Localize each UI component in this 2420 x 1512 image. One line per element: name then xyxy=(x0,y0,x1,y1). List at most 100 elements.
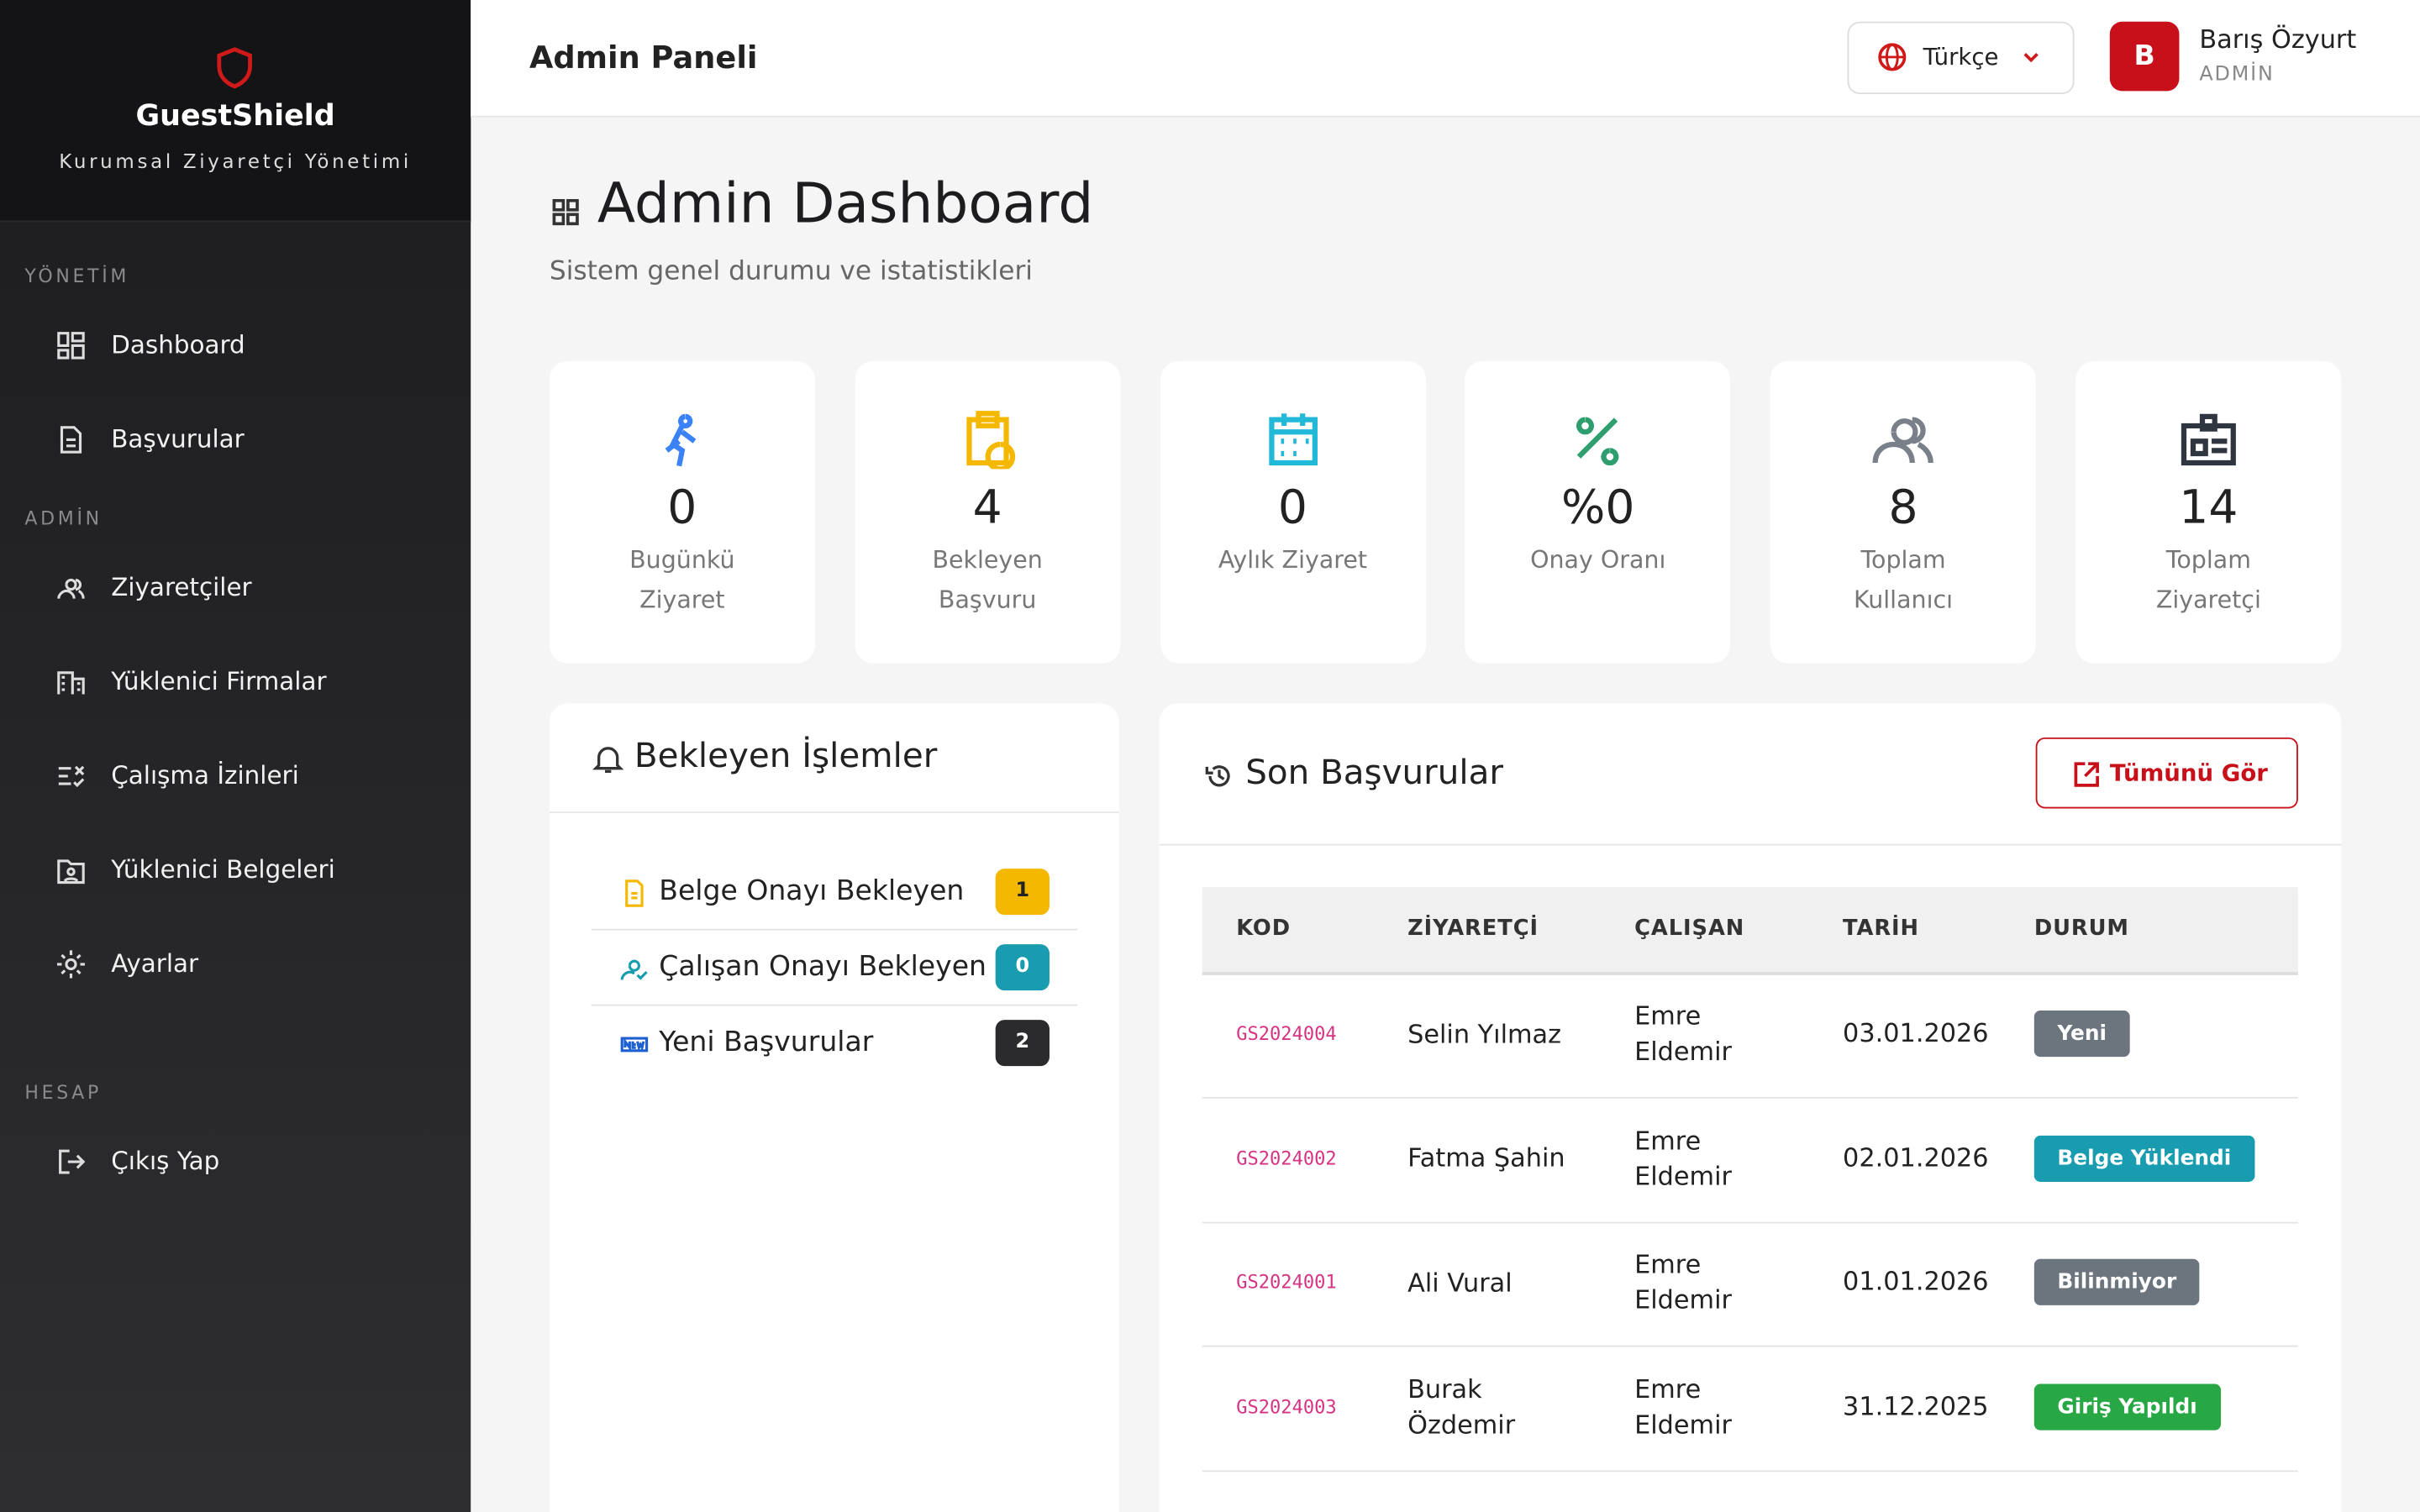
row-divider xyxy=(1202,1096,2298,1099)
nav-section: ADMİN xyxy=(24,507,103,530)
icon xyxy=(58,765,85,788)
code: GS2024001 xyxy=(1236,1272,1337,1294)
employee: Emre Eldemir xyxy=(1634,1250,1732,1315)
icon xyxy=(56,950,86,979)
icon xyxy=(620,959,648,980)
icon xyxy=(57,671,85,695)
pending-card: Bekleyen İşlemler Belge Onayı Bekleyen 1 Ç… xyxy=(549,703,1119,1512)
stat-card: %0 Onay Oranı xyxy=(1465,360,1731,664)
icon xyxy=(2181,413,2236,466)
pending-label: Yeni Başvurular xyxy=(659,1026,874,1059)
stat-label-text: Toplam Ziyaretçi xyxy=(2155,546,2261,615)
employee: Emre Eldemir xyxy=(1634,1374,1732,1440)
date: 31.12.2025 xyxy=(1843,1391,1989,1421)
history-icon xyxy=(1205,765,1230,787)
row-divider xyxy=(1202,1221,2298,1223)
icon xyxy=(620,1037,649,1053)
stat-label: Toplam Kullanıcı xyxy=(1770,540,2036,621)
user-name: Barış Özyurt xyxy=(2199,24,2357,55)
language-select[interactable]: Türkçe xyxy=(1847,21,2075,95)
stat-label-text: Onay Oranı xyxy=(1530,546,1666,575)
column-header: ZİYARETÇİ xyxy=(1407,916,1539,942)
icon xyxy=(57,332,85,360)
shield-icon xyxy=(217,47,252,89)
stat-label-text: Bekleyen Başvuru xyxy=(932,546,1043,615)
status-badge: Bilinmiyor xyxy=(2033,1259,2200,1306)
column-header: ÇALIŞAN xyxy=(1634,916,1745,942)
dashboard-icon xyxy=(552,198,579,226)
visitor: Burak Özdemir xyxy=(1407,1374,1516,1440)
employee: Emre Eldemir xyxy=(1634,1126,1732,1191)
count-badge: 0 xyxy=(995,944,1050,991)
icon xyxy=(1872,417,1934,464)
card-title: Bekleyen İşlemler xyxy=(634,737,938,776)
nav-item[interactable]: Yüklenici Belgeleri xyxy=(111,854,335,885)
page-subtitle: Sistem genel durumu ve istatistikleri xyxy=(549,255,1033,287)
icon xyxy=(1576,417,1620,466)
date: 02.01.2026 xyxy=(1843,1142,1989,1173)
status-badge: Giriş Yapıldı xyxy=(2033,1383,2221,1431)
nav-item[interactable]: Dashboard xyxy=(111,330,245,360)
nav-item[interactable]: Çıkış Yap xyxy=(111,1146,220,1176)
button-label: Tümünü Gör xyxy=(2109,759,2268,787)
date: 03.01.2026 xyxy=(1843,1018,1989,1048)
column-header: DURUM xyxy=(2033,916,2129,942)
chevron xyxy=(2023,52,2039,63)
stat-label: Aylık Ziyaret xyxy=(1160,540,1425,580)
nav-section: YÖNETİM xyxy=(24,265,130,287)
page-title: Admin Dashboard xyxy=(597,172,1094,237)
nav-item[interactable]: Yüklenici Firmalar xyxy=(111,666,327,696)
status-badge: Belge Yüklendi xyxy=(2033,1135,2254,1182)
icon xyxy=(965,411,1015,470)
stat-card: 8 Toplam Kullanıcı xyxy=(1770,360,2036,664)
stat-value: 0 xyxy=(1277,481,1307,536)
stat-label: Toplam Ziyaretçi xyxy=(2075,540,2341,621)
visitor: Selin Yılmaz xyxy=(1407,1019,1562,1049)
status-badge: Yeni xyxy=(2033,1011,2130,1058)
stat-card: 0 Bugünkü Ziyaret xyxy=(549,360,815,664)
stat-label: Bekleyen Başvuru xyxy=(855,540,1120,621)
nav-item[interactable]: Ziyaretçiler xyxy=(111,572,252,602)
stat-card: 4 Bekleyen Başvuru xyxy=(855,360,1121,664)
code: GS2024003 xyxy=(1236,1396,1337,1419)
icon xyxy=(57,579,85,599)
view-all-button[interactable]: Tümünü Gör xyxy=(2035,737,2298,809)
divider xyxy=(591,1004,1078,1006)
visitor: Ali Vural xyxy=(1407,1268,1512,1298)
stat-value: 0 xyxy=(667,481,697,536)
divider xyxy=(549,811,1119,813)
column-header: KOD xyxy=(1236,916,1291,942)
code: GS2024004 xyxy=(1236,1022,1337,1045)
visitor: Fatma Şahin xyxy=(1407,1143,1565,1173)
pending-label: Belge Onayı Bekleyen xyxy=(659,874,965,908)
divider xyxy=(591,928,1078,931)
stat-card: 14 Toplam Ziyaretçi xyxy=(2075,360,2342,664)
nav-item[interactable]: Ayarlar xyxy=(111,948,199,979)
user-role: ADMİN xyxy=(2199,63,2275,87)
avatar[interactable]: B xyxy=(2109,21,2180,92)
globe-icon xyxy=(1878,43,1907,71)
stat-value: %0 xyxy=(1561,481,1635,536)
external-icon xyxy=(2074,762,2099,787)
stat-label-text: Bugünkü Ziyaret xyxy=(629,546,735,615)
stat-label-text: Toplam Kullanıcı xyxy=(1853,546,1954,615)
date: 01.01.2026 xyxy=(1843,1267,1989,1297)
header: Admin Paneli Türkçe B Barış Özyurt ADMİN xyxy=(471,0,2420,118)
row-divider xyxy=(1202,1346,2298,1348)
icon xyxy=(57,859,85,885)
table-header xyxy=(1202,887,2298,975)
brand: GuestShield xyxy=(135,98,335,133)
row-divider xyxy=(1202,1470,2298,1473)
stat-label: Onay Oranı xyxy=(1465,540,1731,580)
brand-area: GuestShield Kurumsal Ziyaretçi Yönetimi xyxy=(0,0,471,223)
tagline: Kurumsal Ziyaretçi Yönetimi xyxy=(59,150,412,173)
stat-value: 14 xyxy=(2179,481,2238,536)
sidebar: GuestShield Kurumsal Ziyaretçi Yönetimi … xyxy=(0,0,471,1512)
icon xyxy=(1268,413,1318,466)
divider xyxy=(1159,843,2342,846)
nav-item[interactable]: Başvurular xyxy=(111,424,245,454)
nav-item[interactable]: Çalışma İzinleri xyxy=(111,760,299,790)
employee: Emre Eldemir xyxy=(1634,1001,1732,1067)
count-badge: 2 xyxy=(995,1020,1050,1067)
